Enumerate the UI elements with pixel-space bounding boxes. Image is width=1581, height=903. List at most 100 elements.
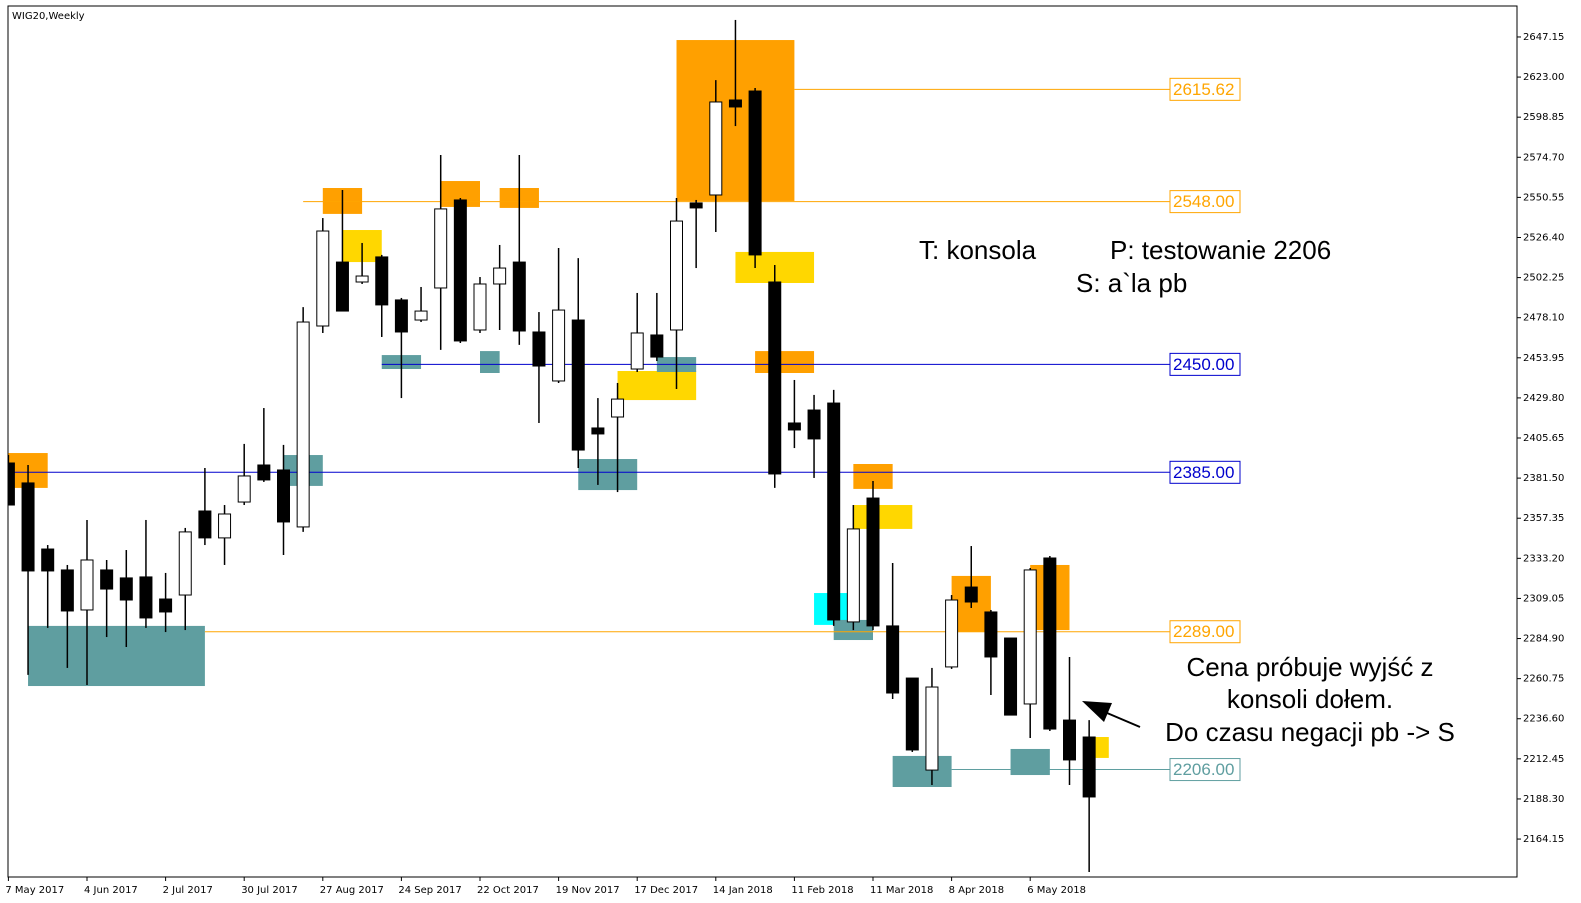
candle-body (434, 208, 448, 289)
candle-body (257, 464, 271, 481)
candle-body (277, 469, 290, 523)
x-tick-label: 7 May 2017 (5, 885, 64, 896)
candle-body (1082, 736, 1096, 798)
candle-body (748, 90, 762, 256)
candle-body (60, 569, 74, 612)
y-tick-label: 2357.35 (1523, 513, 1564, 524)
candle-body (453, 199, 467, 342)
candle-body (473, 283, 487, 331)
candle-body (689, 202, 703, 209)
candle-body (21, 482, 35, 572)
candle-body (630, 332, 644, 370)
candle-body (296, 321, 310, 528)
arrow-head (1082, 701, 1112, 722)
level-label-box (1169, 190, 1241, 214)
candle-body (866, 497, 880, 627)
candle-body (41, 548, 55, 572)
candle-body (768, 281, 782, 475)
y-tick-label: 2623.00 (1523, 72, 1564, 83)
candle-body (670, 220, 683, 331)
level-label-box (1169, 352, 1241, 376)
level-label: 2289.00 (1173, 622, 1234, 641)
y-tick-label: 2164.15 (1523, 834, 1564, 845)
zone (853, 505, 913, 529)
x-tick-label: 17 Dec 2017 (634, 885, 698, 896)
y-tick-label: 2453.95 (1523, 353, 1564, 364)
x-tick-label: 11 Mar 2018 (870, 885, 933, 896)
y-tick-label: 2405.65 (1523, 433, 1564, 444)
zone (28, 625, 205, 687)
zone (892, 755, 952, 787)
zone (617, 371, 697, 401)
candle-body (905, 677, 919, 751)
y-tick-label: 2550.55 (1523, 192, 1564, 203)
y-tick-label: 2236.60 (1523, 714, 1564, 725)
y-tick-label: 2284.90 (1523, 634, 1564, 645)
chart-title: WIG20,Weekly (12, 11, 85, 22)
y-tick-label: 2502.25 (1523, 273, 1564, 284)
candle-body (355, 275, 369, 283)
candle-body (139, 576, 153, 619)
candle-body (335, 261, 349, 312)
x-tick-label: 8 Apr 2018 (949, 885, 1004, 896)
plot-area (8, 19, 1170, 873)
y-tick-label: 2647.15 (1523, 32, 1564, 43)
candle-body (178, 531, 192, 596)
candle-body (8, 462, 15, 506)
x-tick-label: 19 Nov 2017 (556, 885, 620, 896)
x-tick-label: 22 Oct 2017 (477, 885, 539, 896)
candle-body (787, 422, 801, 431)
x-tick-label: 14 Jan 2018 (713, 885, 773, 896)
candle-body (964, 586, 978, 603)
candle-body (512, 261, 526, 332)
candle-body (394, 299, 408, 333)
candle-body (650, 334, 664, 358)
candle-body (945, 599, 959, 668)
candle-body (80, 559, 94, 611)
level-label: 2206.00 (1173, 760, 1234, 779)
x-tick-label: 11 Feb 2018 (791, 885, 853, 896)
candle-body (1004, 637, 1018, 716)
level-label-box (1169, 77, 1241, 101)
x-tick-label: 2 Jul 2017 (163, 885, 213, 896)
annotation: konsoli dołem. (1227, 684, 1393, 714)
candle-body (414, 310, 428, 321)
level-label: 2385.00 (1173, 463, 1234, 482)
y-tick-label: 2212.45 (1523, 754, 1564, 765)
candle-body (925, 686, 939, 771)
candle-body (119, 577, 133, 601)
candle-body (807, 409, 821, 440)
y-tick-label: 2429.80 (1523, 393, 1564, 404)
zone (1010, 748, 1050, 776)
annotation: T: konsola (919, 235, 1037, 265)
y-tick-label: 2309.05 (1523, 593, 1564, 604)
zone (578, 459, 638, 491)
candle-body (159, 598, 173, 613)
candle-body (886, 625, 900, 694)
candle-body (532, 331, 546, 367)
candle-body (591, 427, 605, 435)
y-tick-label: 2478.10 (1523, 313, 1564, 324)
candle-body (198, 510, 212, 539)
x-tick-label: 4 Jun 2017 (84, 885, 138, 896)
candle-body (493, 267, 507, 285)
candle-body (218, 513, 232, 539)
x-tick-label: 24 Sep 2017 (398, 885, 461, 896)
level-label: 2615.62 (1173, 80, 1234, 99)
candle-body (1063, 719, 1076, 761)
candle-body (375, 256, 389, 306)
candle-body (984, 611, 998, 658)
x-tick-label: 6 May 2018 (1027, 885, 1086, 896)
level-label-box (1169, 758, 1241, 782)
candle-body (827, 402, 841, 621)
annotation: Cena próbuje wyjść z (1186, 652, 1433, 682)
annotation: P: testowanie 2206 (1110, 235, 1331, 265)
annotation: Do czasu negacji pb -> S (1165, 717, 1455, 747)
y-tick-label: 2333.20 (1523, 553, 1564, 564)
level-label: 2548.00 (1173, 192, 1234, 211)
level-label-box (1169, 620, 1241, 644)
candle-body (728, 99, 742, 108)
candle-body (316, 230, 330, 327)
y-tick-label: 2188.30 (1523, 794, 1564, 805)
x-tick-label: 30 Jul 2017 (241, 885, 298, 896)
